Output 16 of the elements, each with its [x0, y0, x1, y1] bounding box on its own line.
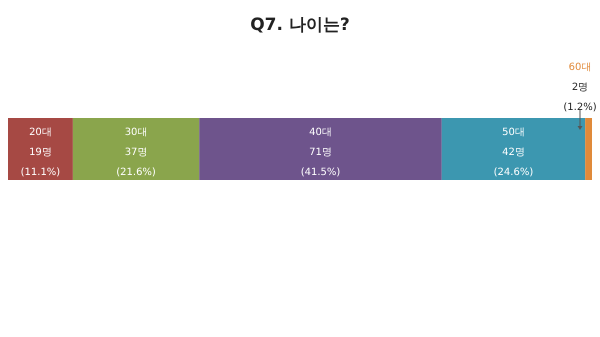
series-label: 30대: [124, 127, 148, 138]
chart-title: Q7. 나이는?: [250, 15, 350, 35]
text: 60대: [568, 62, 592, 73]
bar: [442, 118, 586, 180]
data-label: 2명 (1.2%): [563, 82, 597, 113]
data-label: 42명 (24.6%): [494, 147, 534, 178]
series-label: 50대: [502, 127, 525, 138]
bar: [585, 118, 592, 180]
bar: [8, 118, 73, 180]
series-label: 40대: [309, 127, 332, 138]
series-label: 20대: [29, 127, 52, 138]
data-label: 71명 (41.5%): [300, 147, 340, 178]
data-label: 37명 (21.6%): [116, 147, 156, 178]
bar: [72, 118, 200, 180]
bar: [199, 118, 442, 180]
data-label: 19명 (11.1%): [20, 147, 60, 178]
